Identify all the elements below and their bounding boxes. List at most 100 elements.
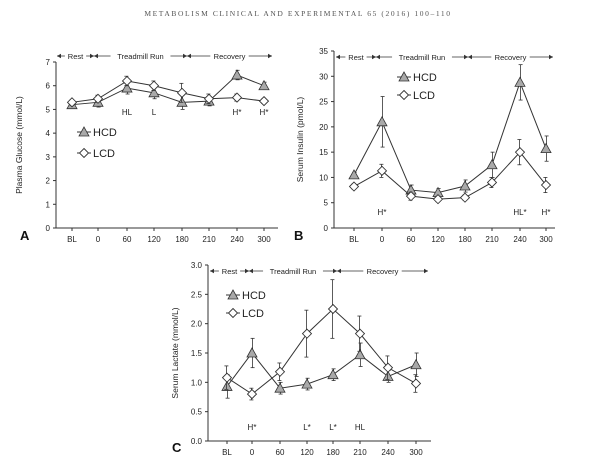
y-tick-label: 35	[319, 47, 328, 56]
data-point-triangle	[327, 368, 339, 380]
data-point-triangle	[221, 380, 233, 391]
significance-annotation: L*	[303, 423, 311, 432]
phase-arrowhead	[245, 268, 249, 274]
data-point-triangle	[176, 96, 188, 107]
phase-arrowhead	[333, 268, 337, 274]
y-tick-label: 0.0	[191, 437, 203, 446]
legend-label: HCD	[242, 290, 266, 302]
y-tick-label: 0	[324, 224, 329, 233]
phase-label: Recovery	[214, 52, 246, 61]
significance-annotation: H*	[233, 108, 242, 117]
y-tick-label: 3.0	[191, 261, 203, 270]
data-point-triangle	[121, 82, 133, 93]
phase-label: Treadmill Run	[270, 267, 316, 276]
data-point-triangle	[274, 382, 286, 393]
y-tick-label: 2	[46, 177, 51, 186]
legend-hcd: HCD	[77, 126, 117, 139]
data-point-diamond	[348, 181, 360, 192]
x-tick-label: 0	[380, 235, 385, 244]
data-point-triangle	[382, 370, 394, 381]
x-tick-label: 300	[257, 235, 271, 244]
phase-label-bg	[64, 51, 87, 60]
x-tick-label: 240	[230, 235, 244, 244]
x-tick-label: 180	[326, 448, 340, 457]
x-tick-label: 300	[539, 235, 553, 244]
data-point-diamond	[405, 191, 417, 202]
journal-header: METABOLISM CLINICAL AND EXPERIMENTAL 65 …	[144, 9, 452, 18]
phase-arrowhead	[464, 54, 468, 60]
data-point-diamond	[258, 95, 270, 107]
panel-label: B	[294, 228, 303, 243]
data-point-triangle	[148, 87, 160, 98]
phase-label-bg	[110, 51, 171, 60]
x-tick-label: 0	[96, 235, 101, 244]
x-tick-label: 300	[409, 448, 423, 457]
y-tick-label: 1	[46, 200, 51, 209]
series-lcd	[66, 75, 270, 108]
legend-label: LCD	[93, 148, 115, 160]
significance-annotation: H*	[260, 108, 269, 117]
x-tick-label: 210	[353, 448, 367, 457]
data-point-triangle	[540, 142, 552, 154]
legend-marker-diamond	[398, 89, 410, 101]
data-point-diamond	[432, 194, 444, 205]
series-lcd	[348, 139, 552, 205]
y-tick-label: 2.5	[191, 290, 203, 299]
panel-b: 0 5 10 15 20 25 30 35 BL 0 60 120 180 210 240 300 Serum …	[294, 47, 555, 244]
phase-label: Recovery	[495, 53, 527, 62]
phase-arrowhead	[337, 268, 341, 274]
data-point-diamond	[246, 388, 258, 400]
legend-hcd: HCD	[226, 289, 266, 302]
x-tick-label: 60	[123, 235, 132, 244]
x-tick-label: 210	[485, 235, 499, 244]
phase-arrowhead	[210, 268, 214, 274]
data-point-triangle	[410, 358, 422, 370]
legend-marker-triangle	[227, 289, 239, 300]
significance-annotation: H*	[542, 208, 551, 217]
data-point-triangle	[354, 348, 366, 360]
legend-marker-diamond	[227, 307, 239, 319]
data-point-diamond	[540, 179, 552, 191]
panel-a: 0 1 2 3 4 5 6 7 BL 0 60 120 180 210 240 300 Plasma Gluco…	[14, 51, 278, 244]
series-line	[353, 151, 547, 200]
data-point-triangle	[246, 347, 258, 358]
legend-marker-triangle	[398, 71, 410, 82]
phase-label: Rest	[348, 53, 364, 62]
legend-lcd: LCD	[226, 307, 264, 320]
y-axis-title: Serum Insulin (pmol/L)	[295, 97, 305, 183]
panel-label: A	[20, 228, 30, 243]
data-point-triangle	[376, 115, 388, 127]
phase-arrowhead	[249, 268, 253, 274]
x-tick-label: 0	[250, 448, 255, 457]
x-tick-label: 120	[431, 235, 445, 244]
y-tick-label: 25	[319, 98, 328, 107]
significance-annotation: L*	[329, 423, 337, 432]
phase-arrowhead	[336, 54, 340, 60]
phase-label-bg	[392, 52, 452, 61]
data-point-diamond	[514, 147, 526, 158]
y-tick-label: 15	[319, 148, 328, 157]
data-point-diamond	[176, 87, 188, 98]
y-tick-label: 0.5	[191, 408, 203, 417]
y-tick-label: 10	[319, 173, 328, 182]
significance-annotation: HL*	[513, 208, 526, 217]
phase-arrowhead	[90, 53, 94, 59]
data-point-diamond	[121, 75, 133, 87]
phase-arrowhead	[183, 53, 187, 59]
y-tick-label: 3	[46, 153, 51, 162]
phase-label: Recovery	[367, 267, 399, 276]
x-tick-label: 60	[407, 235, 416, 244]
y-tick-label: 4	[46, 129, 51, 138]
data-point-diamond	[376, 165, 388, 176]
x-tick-label: BL	[222, 448, 232, 457]
panel-label: C	[172, 440, 182, 455]
data-point-triangle	[301, 378, 313, 389]
phase-label-bg	[263, 266, 323, 275]
phase-arrowhead	[424, 268, 428, 274]
y-tick-label: 5	[324, 199, 329, 208]
data-point-triangle	[486, 158, 498, 170]
series-line	[353, 80, 547, 194]
legend-hcd: HCD	[397, 71, 437, 84]
phase-arrowhead	[94, 53, 98, 59]
y-tick-label: 20	[319, 123, 328, 132]
